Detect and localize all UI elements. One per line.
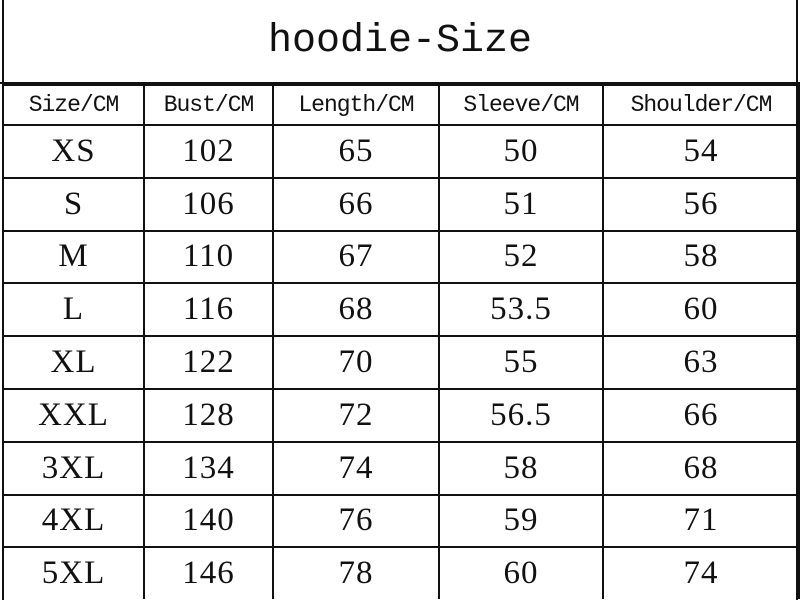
table-cell: 54 <box>602 124 800 179</box>
table-cell: 3XL <box>2 440 145 496</box>
column-header: Length/CM <box>272 84 440 126</box>
table-row: 3XL 134 74 58 68 <box>2 440 800 496</box>
table-cell: 58 <box>438 440 604 496</box>
table-cell: 146 <box>143 546 274 600</box>
size-table: Size/CM Bust/CM Length/CM Sleeve/CM Shoulder… <box>2 84 800 600</box>
table-cell: 74 <box>272 440 440 496</box>
table-row: S 106 66 51 56 <box>2 176 800 232</box>
table-cell: 60 <box>438 546 604 600</box>
table-cell: 63 <box>602 335 800 390</box>
table-cell: 56.5 <box>438 387 604 443</box>
table-cell: 5XL <box>2 546 145 600</box>
table-cell: 110 <box>143 229 274 285</box>
table-cell: XS <box>2 124 145 179</box>
page-title: hoodie-Size <box>0 0 800 84</box>
table-cell: 102 <box>143 124 274 179</box>
table-row: L 116 68 53.5 60 <box>2 282 800 338</box>
table-cell: 68 <box>272 282 440 338</box>
table-cell: 78 <box>272 546 440 600</box>
table-cell: 67 <box>272 229 440 285</box>
table-row: XL 122 70 55 63 <box>2 335 800 390</box>
table-cell: 68 <box>602 440 800 496</box>
table-cell: XL <box>2 335 145 390</box>
table-row: 5XL 146 78 60 74 <box>2 546 800 600</box>
column-header: Bust/CM <box>143 84 274 126</box>
table-cell: 71 <box>602 493 800 549</box>
table-cell: 59 <box>438 493 604 549</box>
table-cell: 66 <box>602 387 800 443</box>
table-cell: 128 <box>143 387 274 443</box>
table-row: 4XL 140 76 59 71 <box>2 493 800 549</box>
table-cell: 116 <box>143 282 274 338</box>
table-cell: 65 <box>272 124 440 179</box>
table-row: XXL 128 72 56.5 66 <box>2 387 800 443</box>
table-cell: S <box>2 176 145 232</box>
table-cell: 72 <box>272 387 440 443</box>
table-cell: 106 <box>143 176 274 232</box>
table-cell: 52 <box>438 229 604 285</box>
table-cell: 55 <box>438 335 604 390</box>
table-cell: XXL <box>2 387 145 443</box>
column-header: Sleeve/CM <box>438 84 604 126</box>
table-cell: M <box>2 229 145 285</box>
table-cell: 56 <box>602 176 800 232</box>
table-row: XS 102 65 50 54 <box>2 124 800 179</box>
table-cell: 60 <box>602 282 800 338</box>
table-cell: 51 <box>438 176 604 232</box>
column-header: Shoulder/CM <box>602 84 800 126</box>
table-cell: 76 <box>272 493 440 549</box>
table-cell: 70 <box>272 335 440 390</box>
table-cell: L <box>2 282 145 338</box>
table-cell: 58 <box>602 229 800 285</box>
table-cell: 122 <box>143 335 274 390</box>
table-cell: 66 <box>272 176 440 232</box>
header-row: Size/CM Bust/CM Length/CM Sleeve/CM Shoulder… <box>2 84 800 126</box>
table-row: M 110 67 52 58 <box>2 229 800 285</box>
table-cell: 50 <box>438 124 604 179</box>
table-cell: 74 <box>602 546 800 600</box>
table-cell: 140 <box>143 493 274 549</box>
table-cell: 4XL <box>2 493 145 549</box>
table-cell: 53.5 <box>438 282 604 338</box>
column-header: Size/CM <box>2 84 145 126</box>
table-cell: 134 <box>143 440 274 496</box>
